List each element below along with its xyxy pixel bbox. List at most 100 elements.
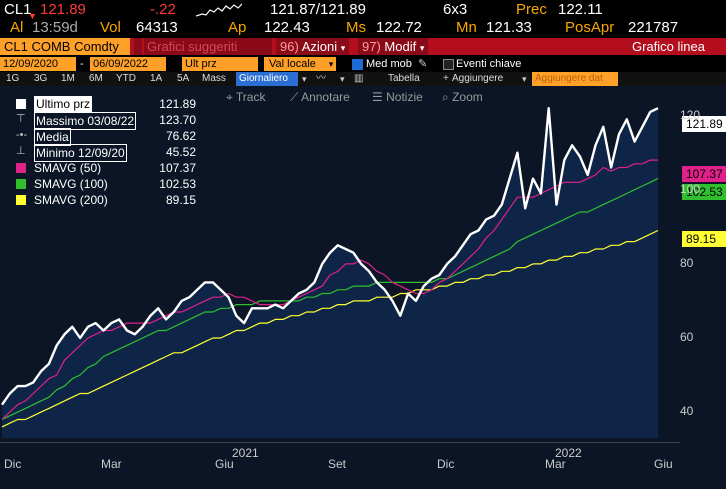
volume-label: Vol [100,19,121,36]
period-3g[interactable]: 3G [34,73,48,84]
open-label: Ap [228,19,247,36]
line-draw-icon: ⟋ [290,90,299,104]
zoom-label: Zoom [452,90,483,104]
price-change: -.22 [150,1,176,18]
track-label: Track [235,90,266,104]
table-button[interactable]: Tabella [388,73,420,84]
add-data-field[interactable]: Aggiungere dat [532,72,618,86]
x-tick-label: Mar [545,457,566,471]
title-bar: CL1 COMB Comdty Grafici suggeriti 96) Az… [0,38,726,55]
line-chart-icon[interactable]: 〰 [316,73,326,84]
end-date-field[interactable]: 06/09/2022 [90,57,166,71]
legend-min-label: Minimo 12/09/20 [34,144,127,162]
period-1g[interactable]: 1G [6,73,20,84]
news-icon: ☰ [372,90,383,104]
news-label: Notizie [386,90,423,104]
plus-icon: + [443,73,449,84]
open-interest-label: PosApr [565,19,615,36]
zoom-button[interactable]: ⌕ Zoom [442,90,483,105]
start-date-field[interactable]: 12/09/2020 [0,57,76,71]
annotate-label: Annotare [301,90,350,104]
x-tick-label: Set [328,457,347,471]
price-area-fill [2,108,658,438]
chart-options-row: 12/09/2020 - 06/09/2022 Ult prz ▾ Val lo… [0,57,726,71]
ticker-label: CL1 [4,1,32,18]
legend-max-value: 123.70 [159,113,196,127]
chart-suggest-icon [134,38,142,55]
modify-menu[interactable]: 97) Modif ▾ [358,38,429,55]
x-tick-label: Dic [437,457,455,471]
frequency-select[interactable]: Giornaliero [236,72,298,86]
time-label: Al [10,19,24,36]
period-max[interactable]: Mass [202,73,226,84]
key-events-checkbox[interactable] [443,59,454,70]
legend-avg-label: Media [34,128,71,146]
chart-type-caret-icon[interactable]: ▾ [340,74,345,84]
price-chart[interactable] [0,86,726,489]
last-price: 121.89 [40,1,86,18]
legend-swatch-price [16,99,26,109]
price-field-select[interactable]: Ult prz [182,57,258,71]
moving-average-label: Med mob [366,58,412,70]
period-1m[interactable]: 1M [61,73,75,84]
x-tick-label: Dic [4,457,22,471]
modify-number: 97) [362,39,381,54]
legend-sma50[interactable]: SMAVG (50) 107.37 [16,160,196,176]
currency-caret-icon[interactable]: ▾ [326,57,336,71]
bid-ask-size: 6x3 [443,1,468,18]
moving-average-checkbox[interactable] [352,59,363,70]
add-caret-icon[interactable]: ▾ [522,74,527,84]
suggested-charts-field[interactable]: Grafici suggeriti [144,38,272,55]
track-button[interactable]: ⌖ Track [226,90,265,105]
series-line-sma50[interactable] [1,159,658,420]
legend-sma100-value: 102.53 [159,177,196,191]
bid-ask: 121.87/121.89 [270,1,366,18]
currency-select[interactable]: Val locale [266,57,326,71]
open-interest-value: 221787 [628,19,679,36]
x-axis-divider [0,442,680,443]
bar-chart-icon[interactable]: ▥ [354,73,364,84]
legend-sma200-value: 89.15 [165,193,196,207]
period-5a[interactable]: 5A [177,73,190,84]
y-tick-label: 100 [680,181,701,196]
add-button[interactable]: Aggiungere [452,73,504,84]
chart-area[interactable]: ⌖ Track ⟋ Annotare ☰ Notizie ⌕ Zoom Ulti… [0,86,726,489]
legend-minimum[interactable]: ⊥ Minimo 12/09/20 45.52 [16,144,196,162]
low-label: Mn [456,19,477,36]
legend-swatch-sma200 [16,195,26,205]
actions-menu[interactable]: 96) Azioni ▾ [276,38,350,55]
modify-label: Modif [384,39,417,54]
legend-sma200[interactable]: SMAVG (200) 89.15 [16,192,196,208]
period-6m[interactable]: 6M [89,73,103,84]
legend-sma50-label: SMAVG (50) [34,161,102,175]
legend-average[interactable]: -•- Media 76.62 [16,128,196,146]
date-separator: - [80,58,84,70]
series-line-sma200[interactable] [1,229,659,428]
caret-down-icon: ▾ [340,43,346,53]
legend-last-price[interactable]: Ultimo prz 121.89 [16,96,196,112]
news-button[interactable]: ☰ Notizie [372,90,423,104]
price-tag: 121.89 [682,116,726,132]
legend-min-value: 45.52 [165,145,196,159]
down-arrow-icon: ▼ [28,11,37,20]
crosshair-icon: ⌖ [226,90,233,104]
security-field[interactable]: CL1 COMB Comdty [0,38,130,55]
frequency-caret-icon[interactable]: ▾ [302,74,307,84]
key-events-label: Eventi chiave [456,58,522,70]
legend-maximum[interactable]: ⊤ Massimo 03/08/22 123.70 [16,112,196,130]
annotate-button[interactable]: ⟋ Annotare [290,90,350,105]
period-ytd[interactable]: YTD [116,73,136,84]
period-1a[interactable]: 1A [150,73,163,84]
legend-sma100[interactable]: SMAVG (100) 102.53 [16,176,196,192]
x-tick-label: Mar [101,457,122,471]
sparkline-icon [196,3,242,17]
pencil-icon[interactable]: ✎ [418,58,428,70]
average-marker-icon: -•- [16,129,28,141]
actions-label: Azioni [301,39,338,54]
y-tick-label: 60 [680,329,694,344]
actions-number: 96) [280,39,299,54]
series-line-sma100[interactable] [1,178,659,421]
period-row: 1G 3G 1M 6M YTD 1A 5A Mass Giornaliero ▾… [0,72,726,86]
series-line-price[interactable] [1,107,659,406]
legend-sma200-label: SMAVG (200) [34,193,108,207]
